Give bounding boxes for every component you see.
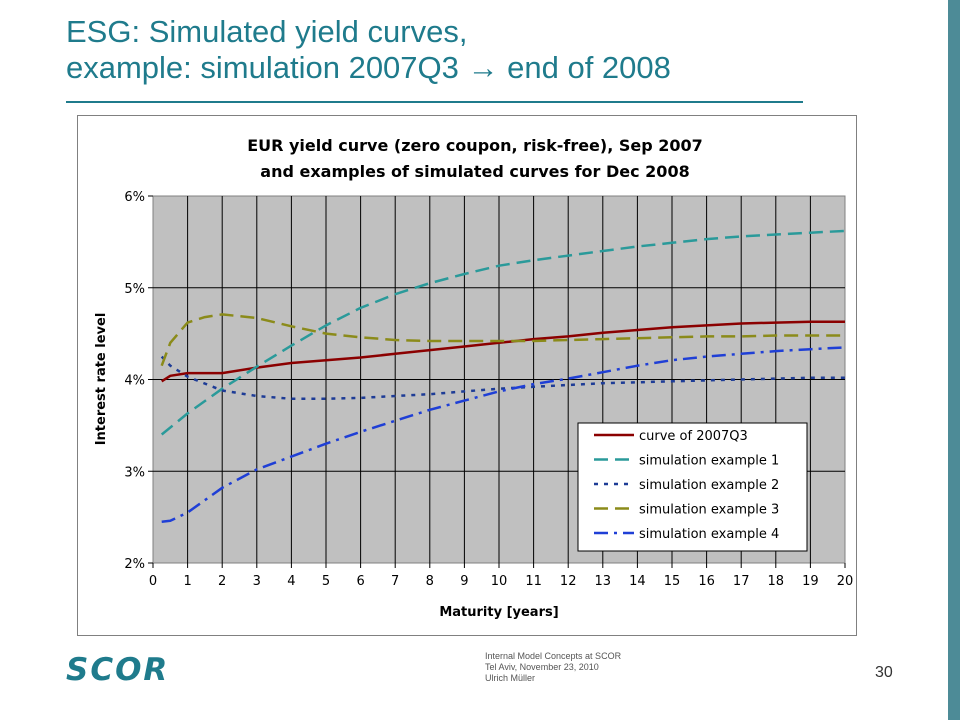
- footer-line-2: Tel Aviv, November 23, 2010: [485, 662, 599, 672]
- y-axis-ticks: 2% 3% 4% 5% 6%: [124, 190, 153, 572]
- x-tick-label: 13: [595, 574, 612, 589]
- x-tick-label: 11: [525, 574, 542, 589]
- series-line-5: [161, 346, 846, 523]
- slide-title: ESG: Simulated yield curves, example: si…: [66, 14, 826, 86]
- x-tick-label: 19: [802, 574, 819, 589]
- x-tick-label: 9: [460, 574, 468, 589]
- legend-label-3: simulation example 2: [639, 478, 779, 493]
- x-axis-label: Maturity [years]: [439, 605, 558, 620]
- chart-frame: EUR yield curve (zero coupon, risk-free)…: [77, 115, 857, 636]
- series-lines: [160, 229, 846, 523]
- page-number: 30: [875, 664, 893, 681]
- x-tick-label: 2: [218, 574, 226, 589]
- y-tick-label: 3%: [124, 465, 145, 480]
- x-tick-label: 18: [768, 574, 785, 589]
- x-tick-label: 14: [629, 574, 646, 589]
- x-tick-label: 16: [698, 574, 715, 589]
- y-axis-label: Interest rate level: [94, 313, 109, 446]
- x-tick-label: 17: [733, 574, 750, 589]
- grid-lines: [153, 196, 845, 563]
- y-tick-label: 2%: [124, 557, 145, 572]
- series-line-3: [160, 355, 845, 401]
- y-tick-label: 4%: [124, 374, 145, 389]
- footer-line-3: Ulrich Müller: [485, 673, 536, 683]
- x-tick-label: 5: [322, 574, 330, 589]
- title-line-2: example: simulation 2007Q3 → end of 2008: [66, 50, 671, 85]
- legend: curve of 2007Q3 simulation example 1 simul…: [577, 422, 808, 552]
- legend-box: [577, 422, 808, 552]
- legend-label-1: curve of 2007Q3: [639, 429, 748, 444]
- x-tick-label: 4: [287, 574, 295, 589]
- x-tick-label: 12: [560, 574, 577, 589]
- legend-label-2: simulation example 1: [639, 454, 779, 469]
- series-line-1: [161, 320, 845, 383]
- yield-curve-chart: EUR yield curve (zero coupon, risk-free)…: [94, 136, 853, 620]
- x-tick-label: 1: [183, 574, 191, 589]
- legend-label-5: simulation example 4: [639, 527, 779, 542]
- x-tick-label: 6: [356, 574, 364, 589]
- title-underline: [66, 101, 803, 103]
- y-tick-label: 5%: [124, 282, 145, 297]
- y-tick-label: 6%: [124, 190, 145, 205]
- x-tick-label: 3: [253, 574, 261, 589]
- x-axis-ticks: 0 1 2 3 4 5 6 7 8 9 10 11 12 13 14 15 16 17 18 19 20: [149, 563, 853, 589]
- chart-title-line-1: EUR yield curve (zero coupon, risk-free)…: [247, 136, 703, 155]
- x-tick-label: 20: [837, 574, 854, 589]
- x-tick-label: 15: [664, 574, 681, 589]
- footer-line-1: Internal Model Concepts at SCOR: [485, 651, 622, 661]
- legend-label-4: simulation example 3: [639, 503, 779, 518]
- logo-text: SCOR: [66, 652, 169, 686]
- x-tick-label: 7: [391, 574, 399, 589]
- chart-title-line-2: and examples of simulated curves for Dec…: [260, 162, 689, 181]
- decorative-side-band: [948, 0, 960, 720]
- x-tick-label: 10: [491, 574, 508, 589]
- footer-text: Internal Model Concepts at SCOR Tel Aviv…: [485, 651, 621, 684]
- series-line-2: [160, 229, 846, 436]
- x-tick-label: 0: [149, 574, 157, 589]
- title-line-1: ESG: Simulated yield curves,: [66, 14, 468, 49]
- scor-logo: SCOR: [66, 652, 169, 686]
- x-tick-label: 8: [426, 574, 434, 589]
